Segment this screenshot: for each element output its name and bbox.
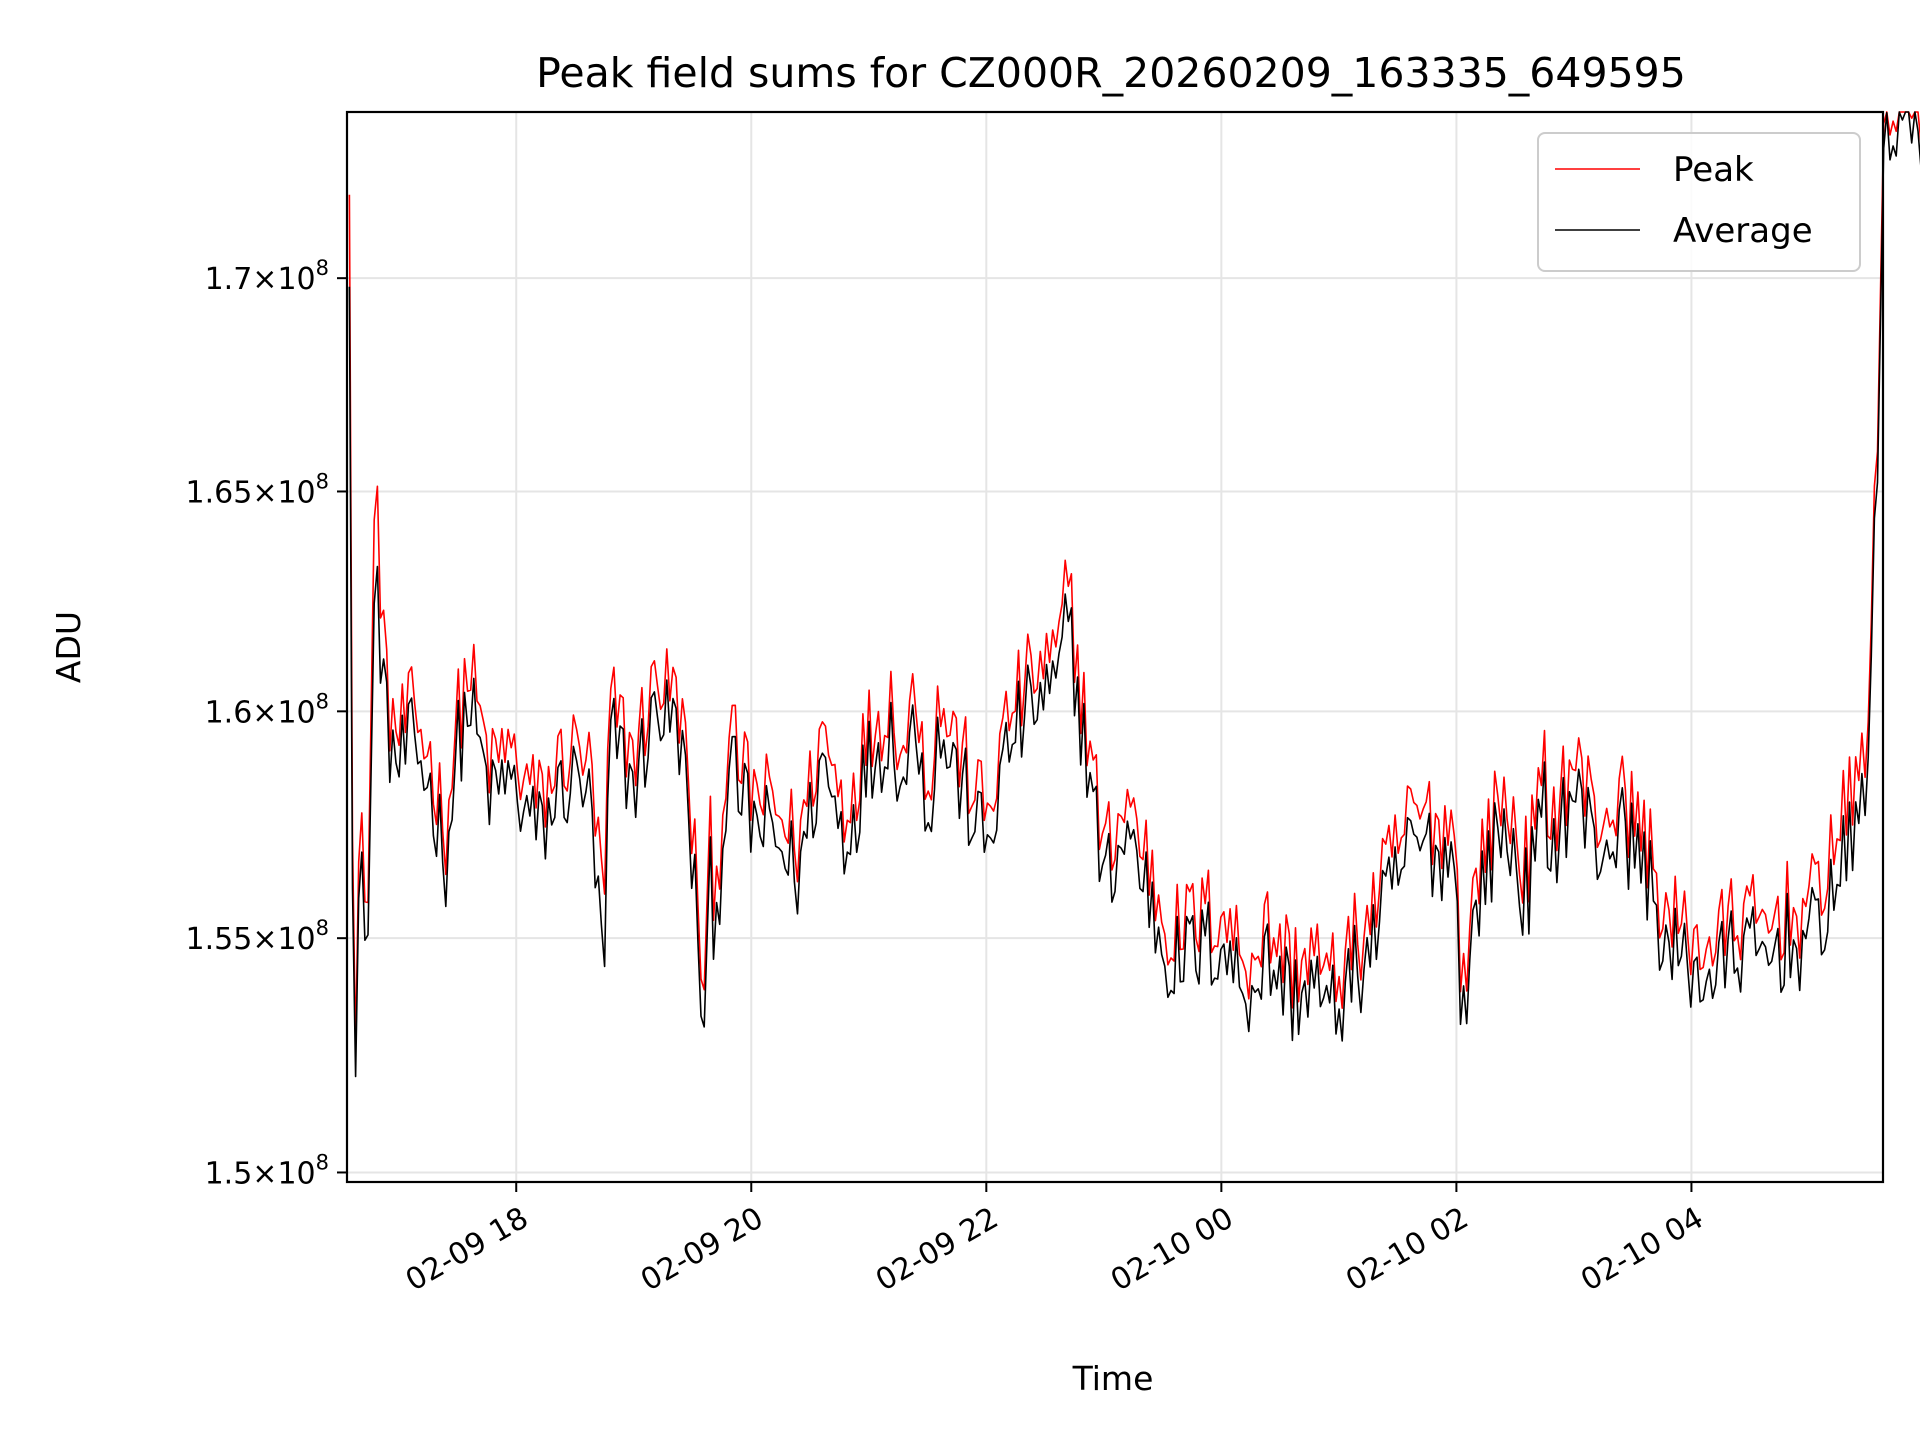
series-line-peak (348, 111, 1920, 1050)
y-axis-title: ADU (49, 611, 88, 683)
series-line-average (348, 111, 1920, 1078)
plot-area (348, 111, 1920, 1078)
y-tick-label-1: 1.55×108 (186, 916, 329, 957)
y-tick-label-3: 1.65×108 (186, 469, 329, 510)
legend: Peak Average (1537, 132, 1861, 272)
y-tick-label-4: 1.7×108 (205, 256, 329, 297)
x-axis-title: Time (1072, 1359, 1154, 1398)
legend-average-label: Average (1673, 211, 1813, 251)
y-tick-label-2: 1.6×108 (205, 689, 329, 730)
chart-title: Peak field sums for CZ000R_20260209_1633… (536, 49, 1686, 97)
axes-frame (345, 110, 1885, 1184)
y-axis: 1.5×108 1.55×108 1.6×108 1.65×108 1.7×108 (186, 256, 347, 1191)
y-tick-label-0: 1.5×108 (205, 1150, 329, 1191)
legend-box (1537, 132, 1861, 272)
legend-peak-label: Peak (1673, 150, 1754, 190)
